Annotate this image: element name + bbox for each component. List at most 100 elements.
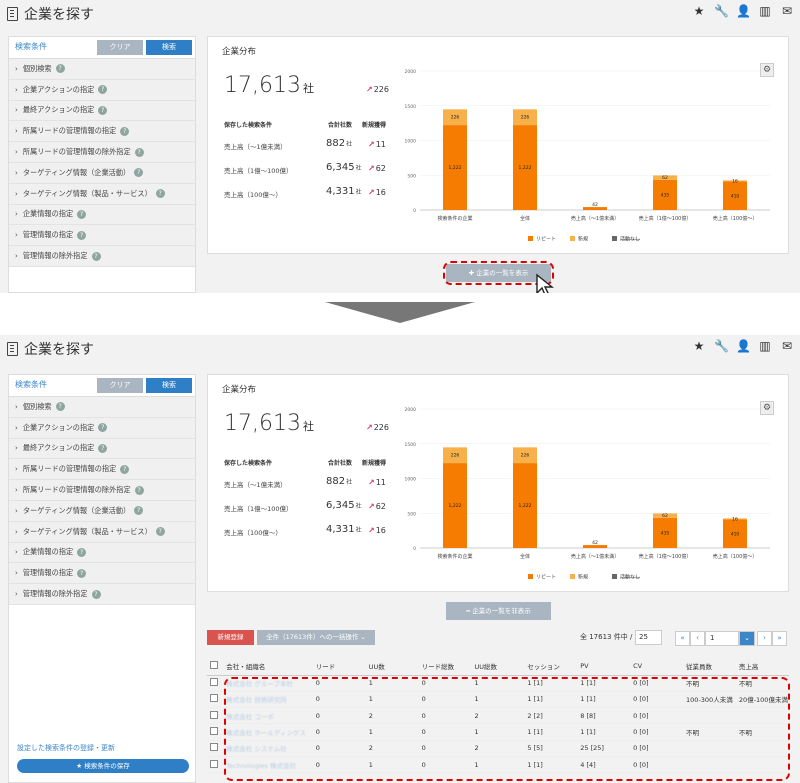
table-row[interactable]: 株式会社 コーポ 0 2 0 2 2 [2] 8 [8] 0 [0] (207, 707, 789, 725)
column-header[interactable]: UU数 (365, 657, 419, 676)
help-icon[interactable]: ? (155, 189, 165, 199)
help-icon[interactable]: ? (98, 85, 108, 95)
sidebar-item[interactable]: › 管理情報の指定? (9, 225, 195, 247)
help-icon[interactable]: ? (91, 251, 101, 261)
show-list-button[interactable]: ✚ 企業の一覧を表示 (446, 264, 551, 282)
distribution-card: 企業分布 17,613 社 ↗226 保存した検索条件 合計社数 新規獲得 売上高（〜1… (207, 374, 789, 592)
search-button[interactable]: 検索 (146, 378, 192, 393)
sidebar-item[interactable]: › ターゲティング情報（製品・サービス）? (9, 183, 195, 205)
new-register-button[interactable]: 新規登録 (207, 630, 254, 645)
column-header[interactable]: リード総数 (418, 657, 472, 676)
help-icon[interactable]: ? (120, 126, 130, 136)
company-name-link[interactable]: 株式会社 ホールディングス (223, 723, 313, 741)
bulk-action-button[interactable]: 全件（17613件）への一括操作 ⌄ (257, 630, 375, 645)
user-icon[interactable]: 👤 (736, 339, 751, 353)
help-icon[interactable]: ? (155, 527, 165, 537)
table-row[interactable]: 株式会社 技術研究所 0 1 0 1 1 [1] 1 [1] 0 [0] 100-300人未満 2… (207, 691, 789, 709)
wrench-icon[interactable]: 🔧 (714, 4, 729, 18)
sidebar-item[interactable]: › ターゲティング情報（製品・サービス）? (9, 521, 195, 543)
building-icon[interactable]: ▥ (759, 339, 771, 353)
help-icon[interactable]: ? (134, 506, 144, 516)
per-page-select[interactable]: 25 (635, 630, 662, 645)
table-row[interactable]: Technologies 株式会社 0 1 0 1 1 [1] 4 [4] 0 [0] (207, 756, 789, 774)
row-checkbox[interactable] (210, 727, 218, 736)
pager-prev-button[interactable]: ‹ (690, 631, 705, 646)
sidebar-item[interactable]: › 個別検索? (9, 59, 195, 80)
help-icon[interactable]: ? (120, 464, 130, 474)
sidebar-item[interactable]: › 最終アクションの指定? (9, 100, 195, 122)
row-checkbox[interactable] (210, 759, 218, 768)
sidebar-item[interactable]: › 最終アクションの指定? (9, 438, 195, 460)
company-name-link[interactable]: Technologies 株式会社 (223, 756, 313, 774)
search-button[interactable]: 検索 (146, 40, 192, 55)
gear-icon[interactable]: ⚙ (760, 63, 774, 77)
building-icon[interactable]: ▥ (759, 4, 771, 18)
pager-last-button[interactable]: » (772, 631, 787, 646)
help-icon[interactable]: ? (98, 105, 108, 115)
sidebar-item[interactable]: › ターゲティング情報（企業活動）? (9, 500, 195, 522)
help-icon[interactable]: ? (77, 568, 87, 578)
sidebar-item[interactable]: › 所属リードの管理情報の除外指定? (9, 142, 195, 163)
column-header[interactable]: UU総数 (471, 657, 525, 676)
help-icon[interactable]: ? (98, 423, 108, 433)
help-icon[interactable]: ? (134, 485, 144, 495)
clear-button[interactable]: クリア (97, 378, 143, 393)
sidebar-item[interactable]: › 所属リードの管理情報の指定? (9, 459, 195, 481)
pager-next-button[interactable]: › (757, 631, 772, 646)
sidebar-item[interactable]: › 個別検索? (9, 397, 195, 418)
column-header[interactable]: セッション (524, 657, 578, 676)
wrench-icon[interactable]: 🔧 (714, 339, 729, 353)
pager-first-button[interactable]: « (675, 631, 690, 646)
table-row[interactable]: 株式会社 システム社 0 2 0 2 5 [5] 25 [25] 0 [0] (207, 740, 789, 757)
column-header[interactable]: リード (312, 657, 366, 676)
sidebar-item-label: 所属リードの管理情報の除外指定 (22, 147, 131, 157)
column-header[interactable]: 会社・組織名 (223, 657, 313, 676)
mail-icon[interactable]: ✉ (781, 339, 793, 353)
company-name-link[interactable]: 株式会社 グループ本社 (223, 675, 313, 692)
help-icon[interactable]: ? (134, 168, 144, 178)
sidebar-item[interactable]: › 企業情報の指定? (9, 542, 195, 564)
column-header[interactable]: CV (630, 657, 684, 676)
sidebar-item[interactable]: › 所属リードの管理情報の指定? (9, 121, 195, 143)
saved-conditions-link[interactable]: 設定した検索条件の登録・更新 (17, 744, 115, 752)
help-icon[interactable]: ? (91, 589, 101, 599)
row-checkbox[interactable] (210, 694, 218, 703)
help-icon[interactable]: ? (77, 230, 87, 240)
company-name-link[interactable]: 株式会社 システム社 (223, 740, 313, 757)
user-icon[interactable]: 👤 (736, 4, 751, 18)
hide-list-button[interactable]: ━ 企業の一覧を非表示 (446, 602, 551, 620)
help-icon[interactable]: ? (77, 209, 87, 219)
clear-button[interactable]: クリア (97, 40, 143, 55)
column-header[interactable]: PV (577, 657, 631, 676)
column-header[interactable]: 従業員数 (683, 657, 736, 676)
sidebar-item[interactable]: › ターゲティング情報（企業活動）? (9, 162, 195, 184)
star-icon[interactable]: ★ (693, 4, 705, 18)
company-name-link[interactable]: 株式会社 技術研究所 (223, 691, 313, 709)
table-row[interactable]: 株式会社 グループ本社 0 1 0 1 1 [1] 1 [1] 0 [0] 不明 不明 (207, 675, 789, 692)
sidebar-item[interactable]: › 管理情報の指定? (9, 563, 195, 585)
help-icon[interactable]: ? (134, 147, 144, 157)
mail-icon[interactable]: ✉ (781, 4, 793, 18)
column-header[interactable]: 売上高 (735, 657, 789, 676)
help-icon[interactable]: ? (98, 443, 108, 453)
table-row[interactable]: 株式会社 ホールディングス 0 1 0 1 1 [1] 1 [1] 0 [0] 不明 不明 (207, 723, 789, 741)
help-icon[interactable]: ? (55, 402, 65, 412)
sidebar-item[interactable]: › 企業アクションの指定? (9, 417, 195, 439)
row-checkbox[interactable] (210, 710, 218, 719)
gear-icon[interactable]: ⚙ (760, 401, 774, 415)
save-conditions-button[interactable]: ★ 検索条件の保存 (17, 759, 189, 773)
help-icon[interactable]: ? (55, 64, 65, 74)
help-icon[interactable]: ? (77, 547, 87, 557)
sidebar-item[interactable]: › 企業アクションの指定? (9, 79, 195, 101)
sidebar-item[interactable]: › 管理情報の除外指定? (9, 246, 195, 267)
sidebar-item[interactable]: › 所属リードの管理情報の除外指定? (9, 480, 195, 501)
row-checkbox[interactable] (210, 743, 218, 752)
select-all-checkbox[interactable] (210, 660, 218, 669)
chevron-down-icon[interactable]: ⌄ (739, 631, 755, 646)
star-icon[interactable]: ★ (693, 339, 705, 353)
pager-page-input[interactable]: 1 (705, 631, 739, 646)
row-checkbox[interactable] (210, 678, 218, 687)
sidebar-item[interactable]: › 企業情報の指定? (9, 204, 195, 226)
sidebar-item[interactable]: › 管理情報の除外指定? (9, 584, 195, 605)
company-name-link[interactable]: 株式会社 コーポ (223, 707, 313, 725)
